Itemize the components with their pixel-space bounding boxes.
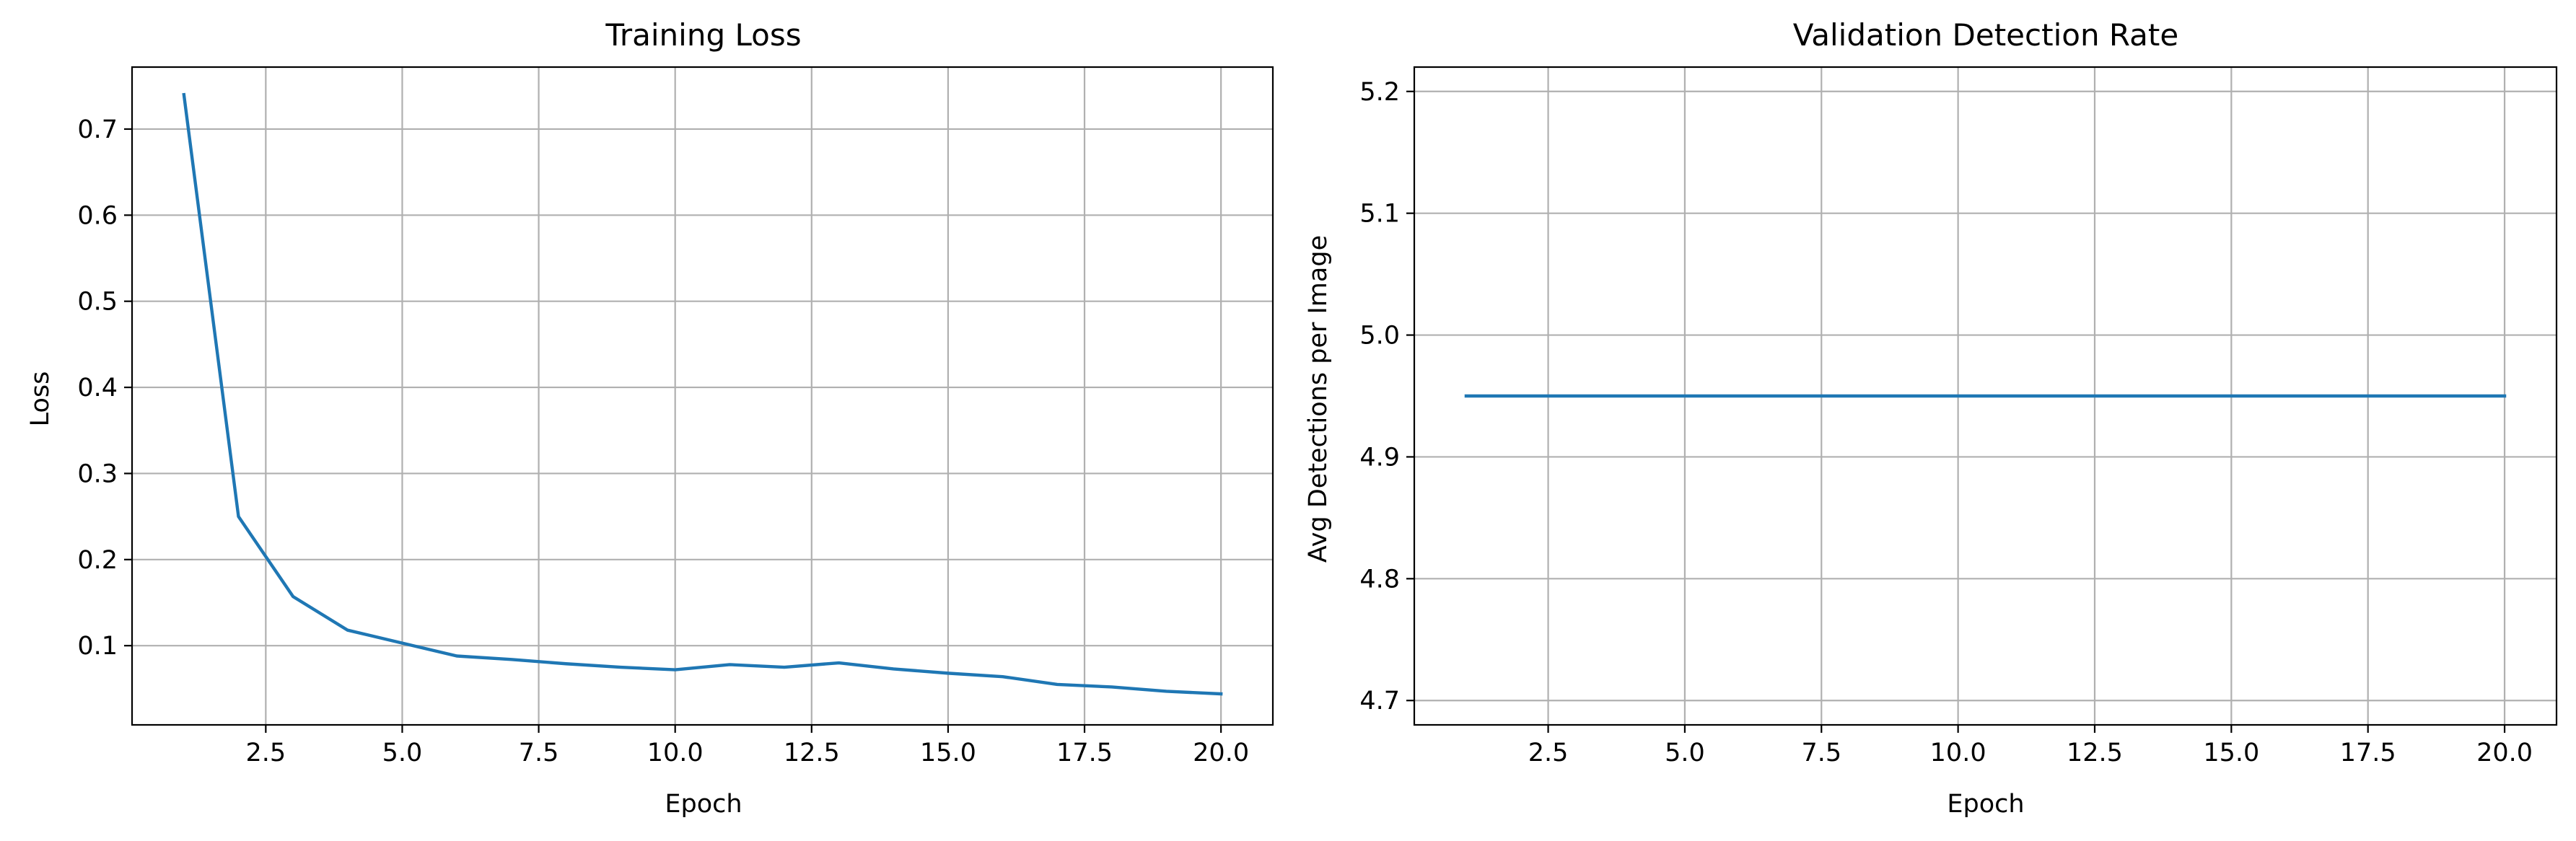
y-tick-label: 5.2 [1359,78,1400,107]
x-tick-label: 20.0 [1193,739,1249,767]
plot-frame [131,66,1274,726]
y-tick-label: 0.3 [77,459,118,488]
y-tick-label: 5.0 [1359,322,1400,351]
x-tick-label: 10.0 [1930,739,1986,767]
chart-title: Validation Detection Rate [1793,17,2178,53]
x-tick-label: 5.0 [382,739,423,767]
x-tick-label: 15.0 [2203,739,2259,767]
plot-frame [1413,66,2558,726]
y-tick-label: 5.1 [1359,200,1400,229]
y-tick-label: 0.1 [77,632,118,661]
validation-detection-rate-chart: Validation Detection Rate Epoch Avg Dete… [1304,17,2558,819]
chart-title: Training Loss [605,17,801,53]
y-tick-label: 0.6 [77,201,118,230]
y-tick-label: 4.8 [1359,565,1400,594]
x-tick-label: 20.0 [2476,739,2533,767]
x-axis-label: Epoch [665,790,742,819]
x-tick-label: 17.5 [1056,739,1113,767]
y-tick-label: 4.7 [1359,687,1400,715]
x-tick-label: 15.0 [920,739,976,767]
y-axis-label: Loss [26,371,55,427]
x-tick-label: 2.5 [245,739,286,767]
grid [132,67,1273,725]
x-tick-label: 7.5 [519,739,559,767]
x-tick-label: 12.5 [2067,739,2123,767]
x-axis-label: Epoch [1947,790,2024,819]
series-line-0 [182,92,1223,696]
x-tick-label: 10.0 [647,739,704,767]
y-tick-label: 0.2 [77,546,118,575]
y-tick-label: 0.4 [77,374,118,402]
training-loss-chart: Training Loss Epoch Loss 2.5 5.0 7.5 10.0 12… [26,17,1274,819]
x-tick-label: 7.5 [1801,739,1841,767]
y-tick-label: 0.5 [77,288,118,317]
ticks: 2.5 5.0 7.5 10.0 12.5 15.0 17.5 20.0 4.7 4.8 4.9 5.… [1359,78,2533,767]
x-tick-label: 5.0 [1665,739,1705,767]
x-tick-label: 17.5 [2340,739,2396,767]
ticks: 2.5 5.0 7.5 10.0 12.5 15.0 17.5 20.0 0.1 0.2 0.3 0.… [77,115,1249,767]
y-axis-label: Avg Detections per Image [1304,235,1333,563]
x-tick-label: 2.5 [1528,739,1569,767]
y-tick-label: 4.9 [1359,443,1400,472]
x-tick-label: 12.5 [784,739,840,767]
y-tick-label: 0.7 [77,115,118,144]
